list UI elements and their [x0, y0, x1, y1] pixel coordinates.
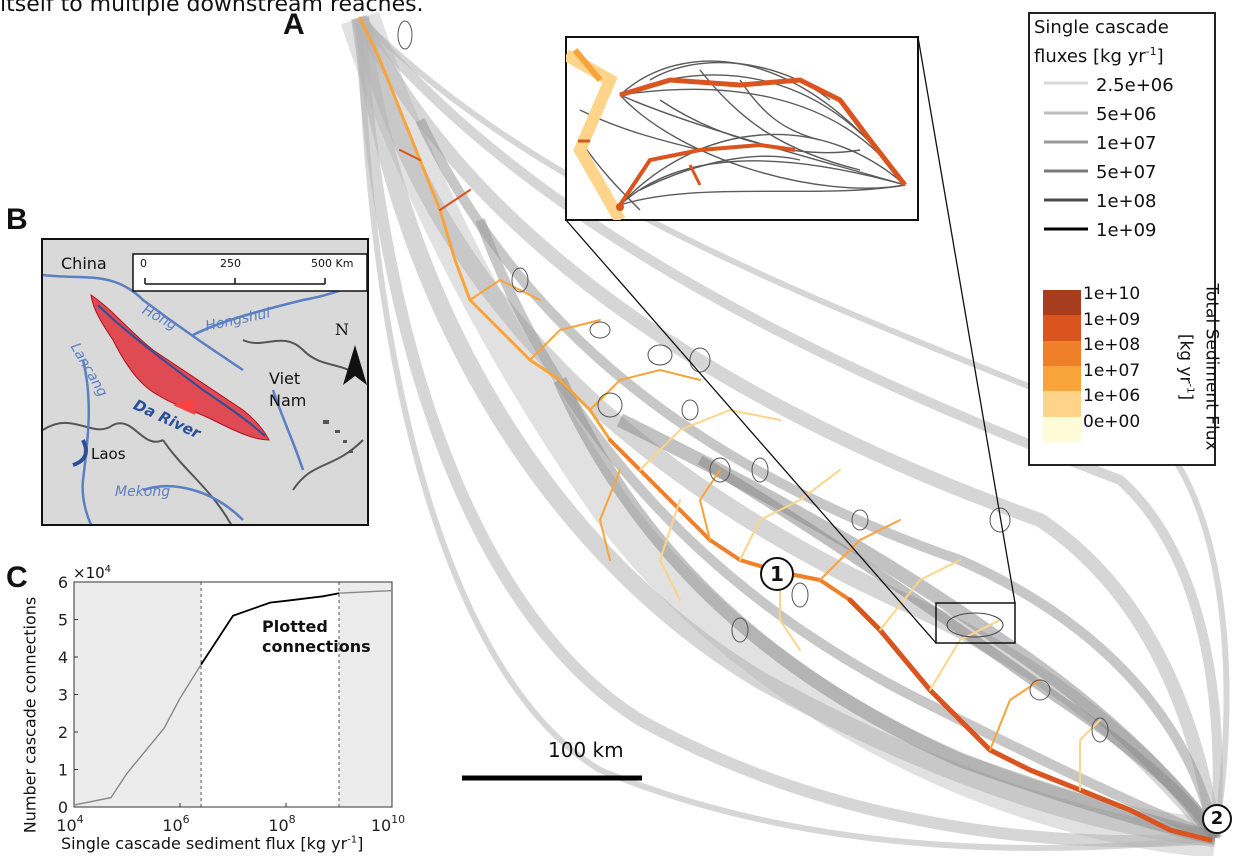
scale-bar-label: 100 km — [548, 738, 624, 762]
total-flux-label: 1e+06 — [1083, 386, 1141, 406]
map-label-china: China — [61, 254, 107, 273]
y-tick-label: 3 — [58, 686, 68, 705]
total-flux-label: 0e+00 — [1083, 411, 1141, 432]
zoom-connector-right — [917, 36, 1016, 604]
panel-label-b: B — [6, 203, 28, 236]
map-scale-tick: 0 — [140, 257, 147, 270]
cascade-legend-label: 5e+07 — [1096, 162, 1157, 183]
x-tick-label: 106 — [162, 813, 189, 835]
north-arrow-label: N — [335, 320, 349, 339]
x-tick-label: 104 — [56, 813, 83, 835]
y-tick-label: 1 — [58, 761, 68, 780]
panel-label-c: C — [6, 561, 28, 594]
location-map: 0 250 500 Km N China Hong Hongshui Lanca… — [41, 238, 369, 526]
site-marker-1: 1 — [760, 557, 794, 591]
total-flux-label: 1e+09 — [1083, 309, 1141, 330]
series-line-plotted — [200, 592, 340, 665]
series-line-excluded — [338, 589, 393, 594]
cascade-legend-swatches — [1044, 81, 1088, 231]
caption-text: itself to multiple downstream reaches. — [0, 0, 424, 17]
zoom-inset-panel — [565, 36, 919, 221]
cascade-legend-label: 1e+08 — [1096, 191, 1157, 212]
cascade-legend-labels: 2.5e+06 5e+06 1e+07 5e+07 1e+08 1e+09 — [1096, 71, 1174, 245]
cascade-connections-chart: 0 1 2 3 4 5 6 104 106 108 1010 — [56, 573, 405, 835]
panel-label-a: A — [283, 8, 305, 41]
cascade-legend-label: 2.5e+06 — [1096, 75, 1174, 96]
local-cascade-lenses — [397, 20, 1109, 743]
x-tick-label: 1010 — [371, 813, 405, 835]
y-tick-label: 5 — [58, 611, 68, 630]
total-flux-label: 1e+10 — [1083, 284, 1141, 304]
map-scale-tick: 250 — [220, 257, 241, 270]
chart-x-axis-label: Single cascade sediment flux [kg yr-1] — [61, 834, 364, 853]
cascade-legend-title: Single cascade fluxes [kg yr-1] — [1034, 17, 1169, 67]
chart-y-axis-label: Number cascade connections — [20, 596, 40, 834]
zoom-region-box — [935, 602, 1016, 644]
y-tick-label: 6 — [58, 573, 68, 592]
y-tick-label: 4 — [58, 648, 68, 667]
cascade-legend-label: 1e+09 — [1096, 220, 1157, 241]
cascade-legend-label: 1e+07 — [1096, 133, 1157, 154]
total-flux-colorbar — [1043, 290, 1081, 442]
total-flux-labels: 1e+10 1e+09 1e+08 1e+07 1e+06 0e+00 — [1083, 282, 1140, 435]
map-scale-tick: 500 Km — [311, 257, 354, 270]
legend-panel: Single cascade fluxes [kg yr-1] 2.5e+06 … — [1028, 12, 1222, 466]
series-line-excluded — [73, 664, 202, 806]
chart-annotation: Plotted connections — [262, 617, 371, 656]
total-flux-title: Total Sediment Flux [kg yr-1] — [1175, 283, 1222, 451]
total-flux-label: 1e+08 — [1083, 335, 1141, 355]
map-label-viet-nam: Viet Nam — [269, 369, 307, 410]
map-label-laos: Laos — [91, 445, 126, 463]
total-flux-label: 1e+07 — [1083, 360, 1141, 381]
y-tick-label: 2 — [58, 723, 68, 742]
map-label-mekong: Mekong — [115, 484, 171, 500]
site-marker-2: 2 — [1202, 804, 1232, 834]
x-tick-label: 108 — [268, 813, 295, 835]
zoom-connector-left — [565, 219, 937, 644]
chart-exponent-label: ×104 — [73, 564, 112, 582]
chart-y-axis-label-wrap: Number cascade connections — [15, 597, 45, 833]
excluded-range-left — [74, 582, 202, 807]
cascade-legend-label: 5e+06 — [1096, 104, 1157, 125]
excluded-range-right — [339, 582, 392, 807]
location-map-graphic — [43, 253, 367, 524]
y-tick-label: 0 — [58, 798, 68, 817]
